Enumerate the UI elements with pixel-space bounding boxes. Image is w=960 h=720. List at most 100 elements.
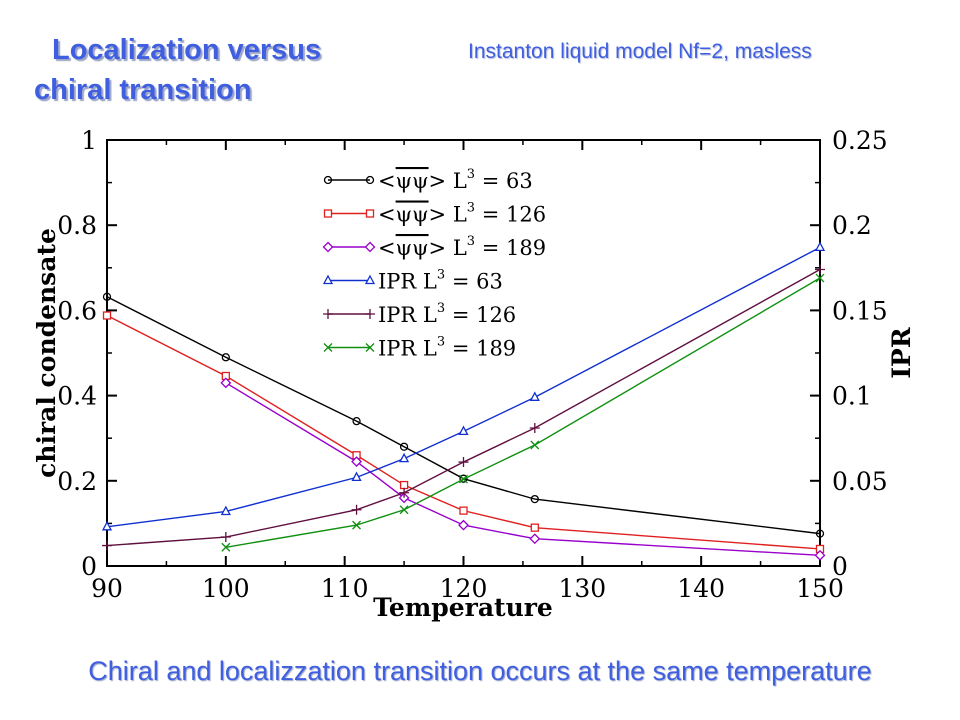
slide-title: Localization versus chiral transition — [34, 30, 364, 110]
y2-tick-label: 0.15 — [832, 296, 888, 325]
legend-superscript: 3 — [437, 335, 445, 350]
legend-superscript: 3 — [437, 268, 445, 283]
data-point — [220, 377, 232, 389]
data-point — [102, 292, 112, 301]
y-tick-label: 1 — [81, 126, 97, 155]
series-2 — [102, 311, 825, 554]
legend-entry-6: IPR L3 = 189 — [323, 335, 516, 361]
data-point — [530, 523, 539, 532]
y2-tick-label: 0.25 — [832, 126, 888, 155]
data-point — [398, 492, 410, 504]
y-tick-label: 0.2 — [57, 467, 97, 496]
legend-text: = 63 — [445, 270, 503, 294]
data-point — [815, 264, 825, 275]
legend-text: IPR L — [378, 270, 437, 294]
legend-swatch-marker — [323, 209, 333, 218]
x-tick-label: 110 — [321, 574, 369, 603]
legend-swatch-marker — [364, 241, 376, 253]
data-point — [529, 422, 540, 433]
legend-superscript: 3 — [437, 301, 445, 316]
data-point — [102, 311, 112, 320]
legend-text: < — [378, 236, 396, 260]
data-point — [352, 417, 361, 426]
y2-tick-label: 0.2 — [832, 211, 872, 240]
series-line-6 — [225, 277, 821, 548]
data-point — [529, 533, 541, 545]
data-point — [530, 494, 539, 504]
legend-label: <ψψ> L3 = 189 — [378, 234, 546, 260]
series-layer — [101, 241, 826, 561]
legend-text: = 63 — [475, 169, 533, 193]
x-tick-label: 90 — [91, 574, 123, 603]
data-point — [814, 241, 826, 252]
legend-label: IPR L3 = 126 — [378, 301, 516, 327]
legend-superscript: 3 — [467, 201, 475, 216]
legend: <ψψ> L3 = 63<ψψ> L3 = 126<ψψ> L3 = 189IP… — [322, 167, 546, 361]
data-point — [530, 440, 540, 450]
data-point — [351, 504, 362, 515]
data-point — [352, 520, 362, 530]
x-tick-label: 150 — [796, 574, 844, 603]
data-point — [459, 474, 468, 483]
legend-text: = 126 — [445, 303, 516, 327]
y-tick-label: 0.8 — [57, 211, 97, 240]
legend-swatch-marker — [364, 274, 376, 285]
legend-text: < — [378, 203, 396, 227]
x-tick-label: 140 — [677, 574, 725, 603]
y2-tick-label: 0 — [832, 552, 848, 581]
slide-caption: Chiral and localizzation transition occu… — [88, 656, 872, 686]
legend-text: = 126 — [475, 203, 546, 227]
legend-text: = 189 — [475, 236, 546, 260]
legend-entry-3: <ψψ> L3 = 189 — [322, 234, 546, 260]
data-point — [459, 506, 468, 515]
y-tick-label: 0 — [81, 552, 97, 581]
legend-entry-2: <ψψ> L3 = 126 — [323, 201, 546, 227]
legend-swatch-marker — [322, 241, 334, 253]
legend-swatch-marker — [323, 343, 333, 352]
data-point — [101, 520, 113, 531]
legend-psi-bar: ψψ — [396, 236, 429, 260]
data-point — [399, 480, 409, 490]
data-point — [221, 353, 230, 362]
data-point — [399, 505, 409, 515]
x-axis-label: Temperature — [373, 593, 553, 622]
series-1 — [102, 292, 825, 538]
series-line-3 — [225, 382, 821, 557]
data-point — [815, 529, 825, 538]
data-point — [102, 540, 112, 551]
legend-swatch-marker — [323, 175, 333, 185]
data-point — [220, 532, 231, 543]
y-tick-label: 0.6 — [57, 296, 97, 325]
legend-swatch-marker — [323, 309, 333, 319]
data-point — [220, 505, 231, 516]
legend-entry-1: <ψψ> L3 = 63 — [323, 167, 533, 193]
x-tick-label: 100 — [202, 574, 250, 603]
data-point — [815, 273, 825, 283]
y-tick-label: 0.4 — [57, 382, 97, 411]
slide-title-line1: Localization versus — [52, 34, 322, 66]
y2-tick-label: 0.05 — [832, 467, 888, 496]
legend-text: IPR L — [378, 337, 437, 361]
axis-ticks: 90 100 110 120 130 140 15000.20.40.60.8100.050… — [57, 126, 887, 603]
legend-text: > L — [429, 169, 467, 193]
series-3 — [220, 377, 826, 561]
x-tick-label: 120 — [440, 574, 488, 603]
legend-label: IPR L3 = 189 — [378, 335, 516, 361]
data-point — [458, 457, 469, 468]
data-point — [221, 542, 231, 552]
series-4 — [101, 241, 826, 531]
y2-axis-label: IPR — [887, 327, 916, 378]
y-axis-label: chiral condensate — [32, 228, 61, 478]
legend-entry-5: IPR L3 = 126 — [323, 301, 516, 327]
series-line-1 — [106, 296, 821, 535]
legend-text: IPR L — [378, 303, 437, 327]
legend-superscript: 3 — [467, 167, 475, 182]
legend-swatch-marker — [365, 309, 375, 319]
data-point — [351, 471, 362, 482]
legend-text: < — [378, 169, 396, 193]
series-5 — [102, 264, 825, 551]
legend-text: > L — [429, 203, 467, 227]
legend-superscript: 3 — [467, 234, 475, 249]
legend-swatch-marker — [365, 343, 375, 352]
